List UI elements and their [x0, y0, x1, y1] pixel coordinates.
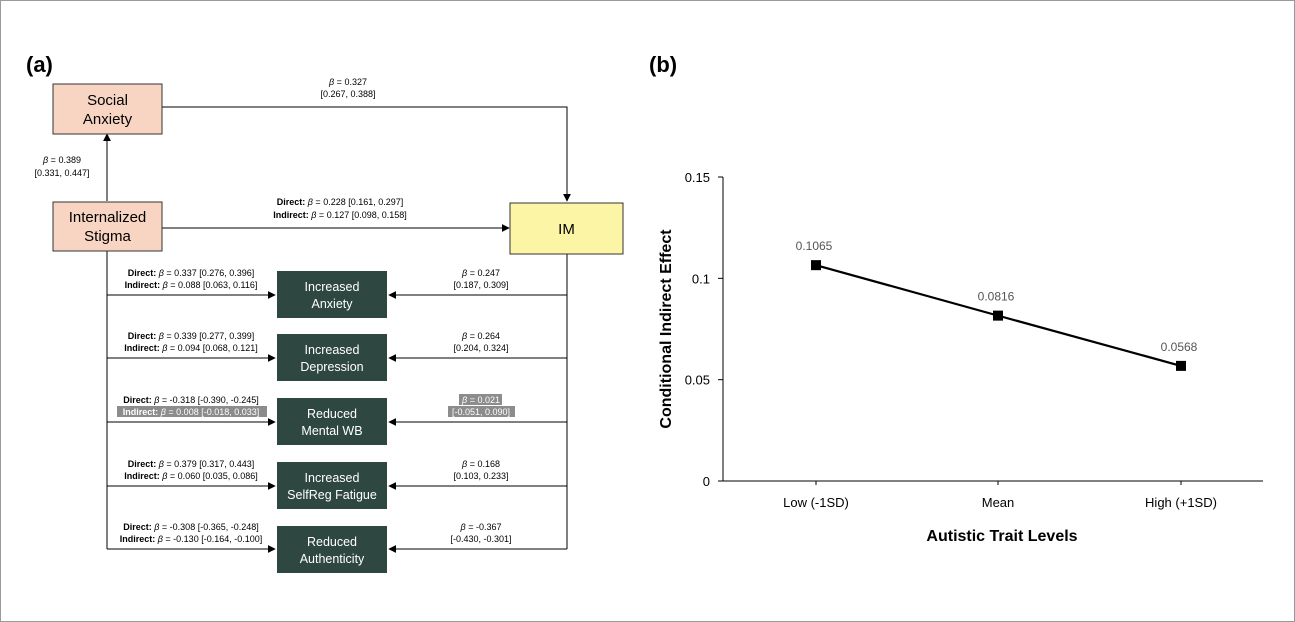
outcome-im-ci-label: [-0.051, 0.090] — [452, 407, 510, 417]
outcome-indirect-label: Indirect: β = -0.130 [-0.164, -0.100] — [120, 534, 263, 544]
outcome-direct-label: Direct: β = 0.337 [0.276, 0.396] — [128, 268, 255, 278]
node-increased-depression: Increased Depression — [277, 334, 387, 381]
y-axis-title: Conditional Indirect Effect — [658, 229, 675, 429]
y-tick-label: 0.05 — [685, 373, 710, 388]
node-internalized-stigma: Internalized Stigma — [52, 201, 163, 252]
sa-to-im-beta: β = 0.327 — [328, 77, 367, 87]
outcome-im-beta-label: β = 0.264 — [461, 331, 500, 341]
node-anxiety-line2: Anxiety — [312, 297, 354, 311]
node-mental-wb-line2: Mental WB — [301, 424, 362, 438]
x-tick-label: Mean — [982, 495, 1015, 510]
node-increased-anxiety: Increased Anxiety — [277, 271, 387, 318]
outcome-im-ci-label: [0.103, 0.233] — [453, 471, 508, 481]
node-stigma-line1: Internalized — [69, 209, 147, 226]
panel-b-label: (b) — [649, 52, 677, 77]
outcome-direct-label: Direct: β = -0.308 [-0.365, -0.248] — [123, 522, 259, 532]
conditional-indirect-effect-chart: 0 0.05 0.1 0.15 Low (-1SD) Mean High (+1SD) 0.1… — [658, 170, 1263, 545]
node-anxiety-line1: Increased — [305, 280, 360, 294]
outcome-im-beta-label: β = 0.021 — [461, 395, 500, 405]
node-authenticity-line2: Authenticity — [300, 552, 365, 566]
data-point-marker — [1176, 360, 1186, 371]
path-labels-top: β = 0.327 [0.267, 0.388] β = 0.389 [0.33… — [34, 77, 406, 220]
panel-a-label: (a) — [26, 52, 53, 77]
node-social-anxiety-line1: Social — [87, 92, 128, 109]
outcome-direct-label: Direct: β = 0.379 [0.317, 0.443] — [128, 459, 255, 469]
outcome-im-beta-label: β = 0.247 — [461, 268, 500, 278]
node-im: IM — [509, 202, 624, 255]
stigma-to-sa-beta: β = 0.389 — [42, 155, 81, 165]
outcome-indirect-label: Indirect: β = 0.094 [0.068, 0.121] — [124, 343, 258, 353]
outcome-indirect-label: Indirect: β = 0.088 [0.063, 0.116] — [125, 280, 258, 290]
y-tick-label: 0 — [703, 474, 710, 489]
node-stigma-line2: Stigma — [84, 228, 131, 245]
x-tick-label: Low (-1SD) — [783, 495, 849, 510]
node-increased-selfreg-fatigue: Increased SelfReg Fatigue — [277, 462, 387, 509]
node-social-anxiety-line2: Anxiety — [83, 111, 133, 128]
data-point-marker — [811, 260, 821, 271]
nonsignificant-highlight — [459, 394, 502, 405]
node-social-anxiety: Social Anxiety — [52, 83, 163, 135]
y-tick-label: 0.1 — [692, 271, 710, 286]
stigma-to-im-direct: Direct: β = 0.228 [0.161, 0.297] — [277, 197, 404, 207]
outcome-im-ci-label: [0.204, 0.324] — [453, 343, 508, 353]
node-im-label: IM — [558, 221, 575, 238]
sa-to-im-ci: [0.267, 0.388] — [320, 89, 375, 99]
outcome-direct-label: Direct: β = 0.339 [0.277, 0.399] — [128, 331, 255, 341]
stigma-to-im-indirect: Indirect: β = 0.127 [0.098, 0.158] — [273, 210, 407, 220]
data-point-label: 0.0568 — [1161, 340, 1198, 354]
stigma-to-sa-ci: [0.331, 0.447] — [34, 168, 89, 178]
outcome-im-beta-label: β = -0.367 — [460, 522, 502, 532]
arrow-social-anxiety-to-im — [162, 106, 571, 202]
diagram-connectors — [103, 106, 571, 553]
node-reduced-mental-wb: Reduced Mental WB — [277, 398, 387, 445]
node-depression-line2: Depression — [300, 360, 363, 374]
node-authenticity-line1: Reduced — [307, 535, 357, 549]
node-fatigue-line1: Increased — [305, 471, 360, 485]
nonsignificant-highlight — [448, 406, 515, 417]
outcome-indirect-label: Indirect: β = 0.008 [-0.018, 0.033] — [123, 407, 260, 417]
y-tick-label: 0.15 — [685, 170, 710, 185]
x-tick-label: High (+1SD) — [1145, 495, 1217, 510]
node-fatigue-line2: SelfReg Fatigue — [287, 488, 377, 502]
data-point-marker — [993, 310, 1003, 321]
outcome-im-ci-label: [0.187, 0.309] — [453, 280, 508, 290]
outcome-indirect-label: Indirect: β = 0.060 [0.035, 0.086] — [124, 471, 258, 481]
outcome-im-ci-label: [-0.430, -0.301] — [450, 534, 511, 544]
node-reduced-authenticity: Reduced Authenticity — [277, 526, 387, 573]
nonsignificant-highlight — [117, 406, 267, 417]
data-point-label: 0.1065 — [796, 239, 833, 253]
data-point-label: 0.0816 — [978, 290, 1015, 304]
outcome-direct-label: Direct: β = -0.318 [-0.390, -0.245] — [123, 395, 259, 405]
outcome-im-beta-label: β = 0.168 — [461, 459, 500, 469]
x-axis-title: Autistic Trait Levels — [926, 528, 1077, 545]
outcome-path-labels: Direct: β = 0.337 [0.276, 0.396] Indirect… — [117, 268, 515, 544]
node-depression-line1: Increased — [305, 343, 360, 357]
node-mental-wb-line1: Reduced — [307, 407, 357, 421]
